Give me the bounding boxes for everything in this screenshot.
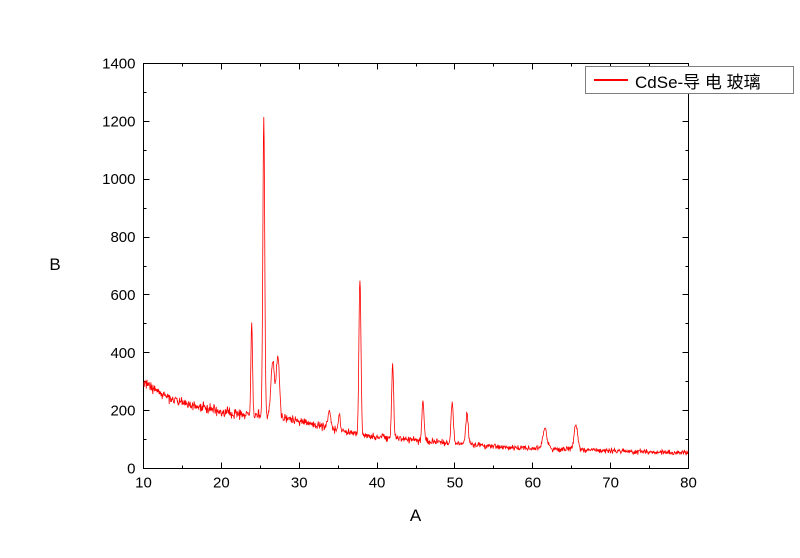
axis-ticks [143, 63, 689, 469]
tick-labels: 10 20 30 40 50 60 70 80020040060080010001200140… [102, 56, 697, 492]
y-tick-label: 200 [110, 403, 135, 420]
xrd-trace [143, 116, 689, 456]
legend-line-sample [594, 79, 628, 81]
y-tick-label: 400 [110, 345, 135, 362]
x-axis-title: A [409, 506, 422, 525]
x-tick-label: 40 [369, 475, 386, 492]
y-axis-title: B [49, 255, 61, 274]
y-tick-label: 0 [127, 461, 135, 478]
x-tick-label: 60 [524, 475, 541, 492]
x-tick-label: 10 [135, 475, 152, 492]
axes-box [143, 63, 689, 469]
y-tick-label: 600 [110, 287, 135, 304]
x-tick-label: 70 [602, 475, 619, 492]
y-tick-label: 1400 [102, 56, 135, 73]
y-tick-label: 800 [110, 229, 135, 246]
x-tick-label: 50 [447, 475, 464, 492]
x-tick-label: 30 [291, 475, 308, 492]
x-tick-label: 80 [680, 475, 697, 492]
legend-label: CdSe-导 电 玻璃 [635, 72, 761, 92]
y-tick-label: 1200 [102, 113, 135, 130]
y-tick-label: 1000 [102, 171, 135, 188]
x-tick-label: 20 [213, 475, 230, 492]
legend: CdSe-导 电 玻璃 [585, 66, 794, 94]
